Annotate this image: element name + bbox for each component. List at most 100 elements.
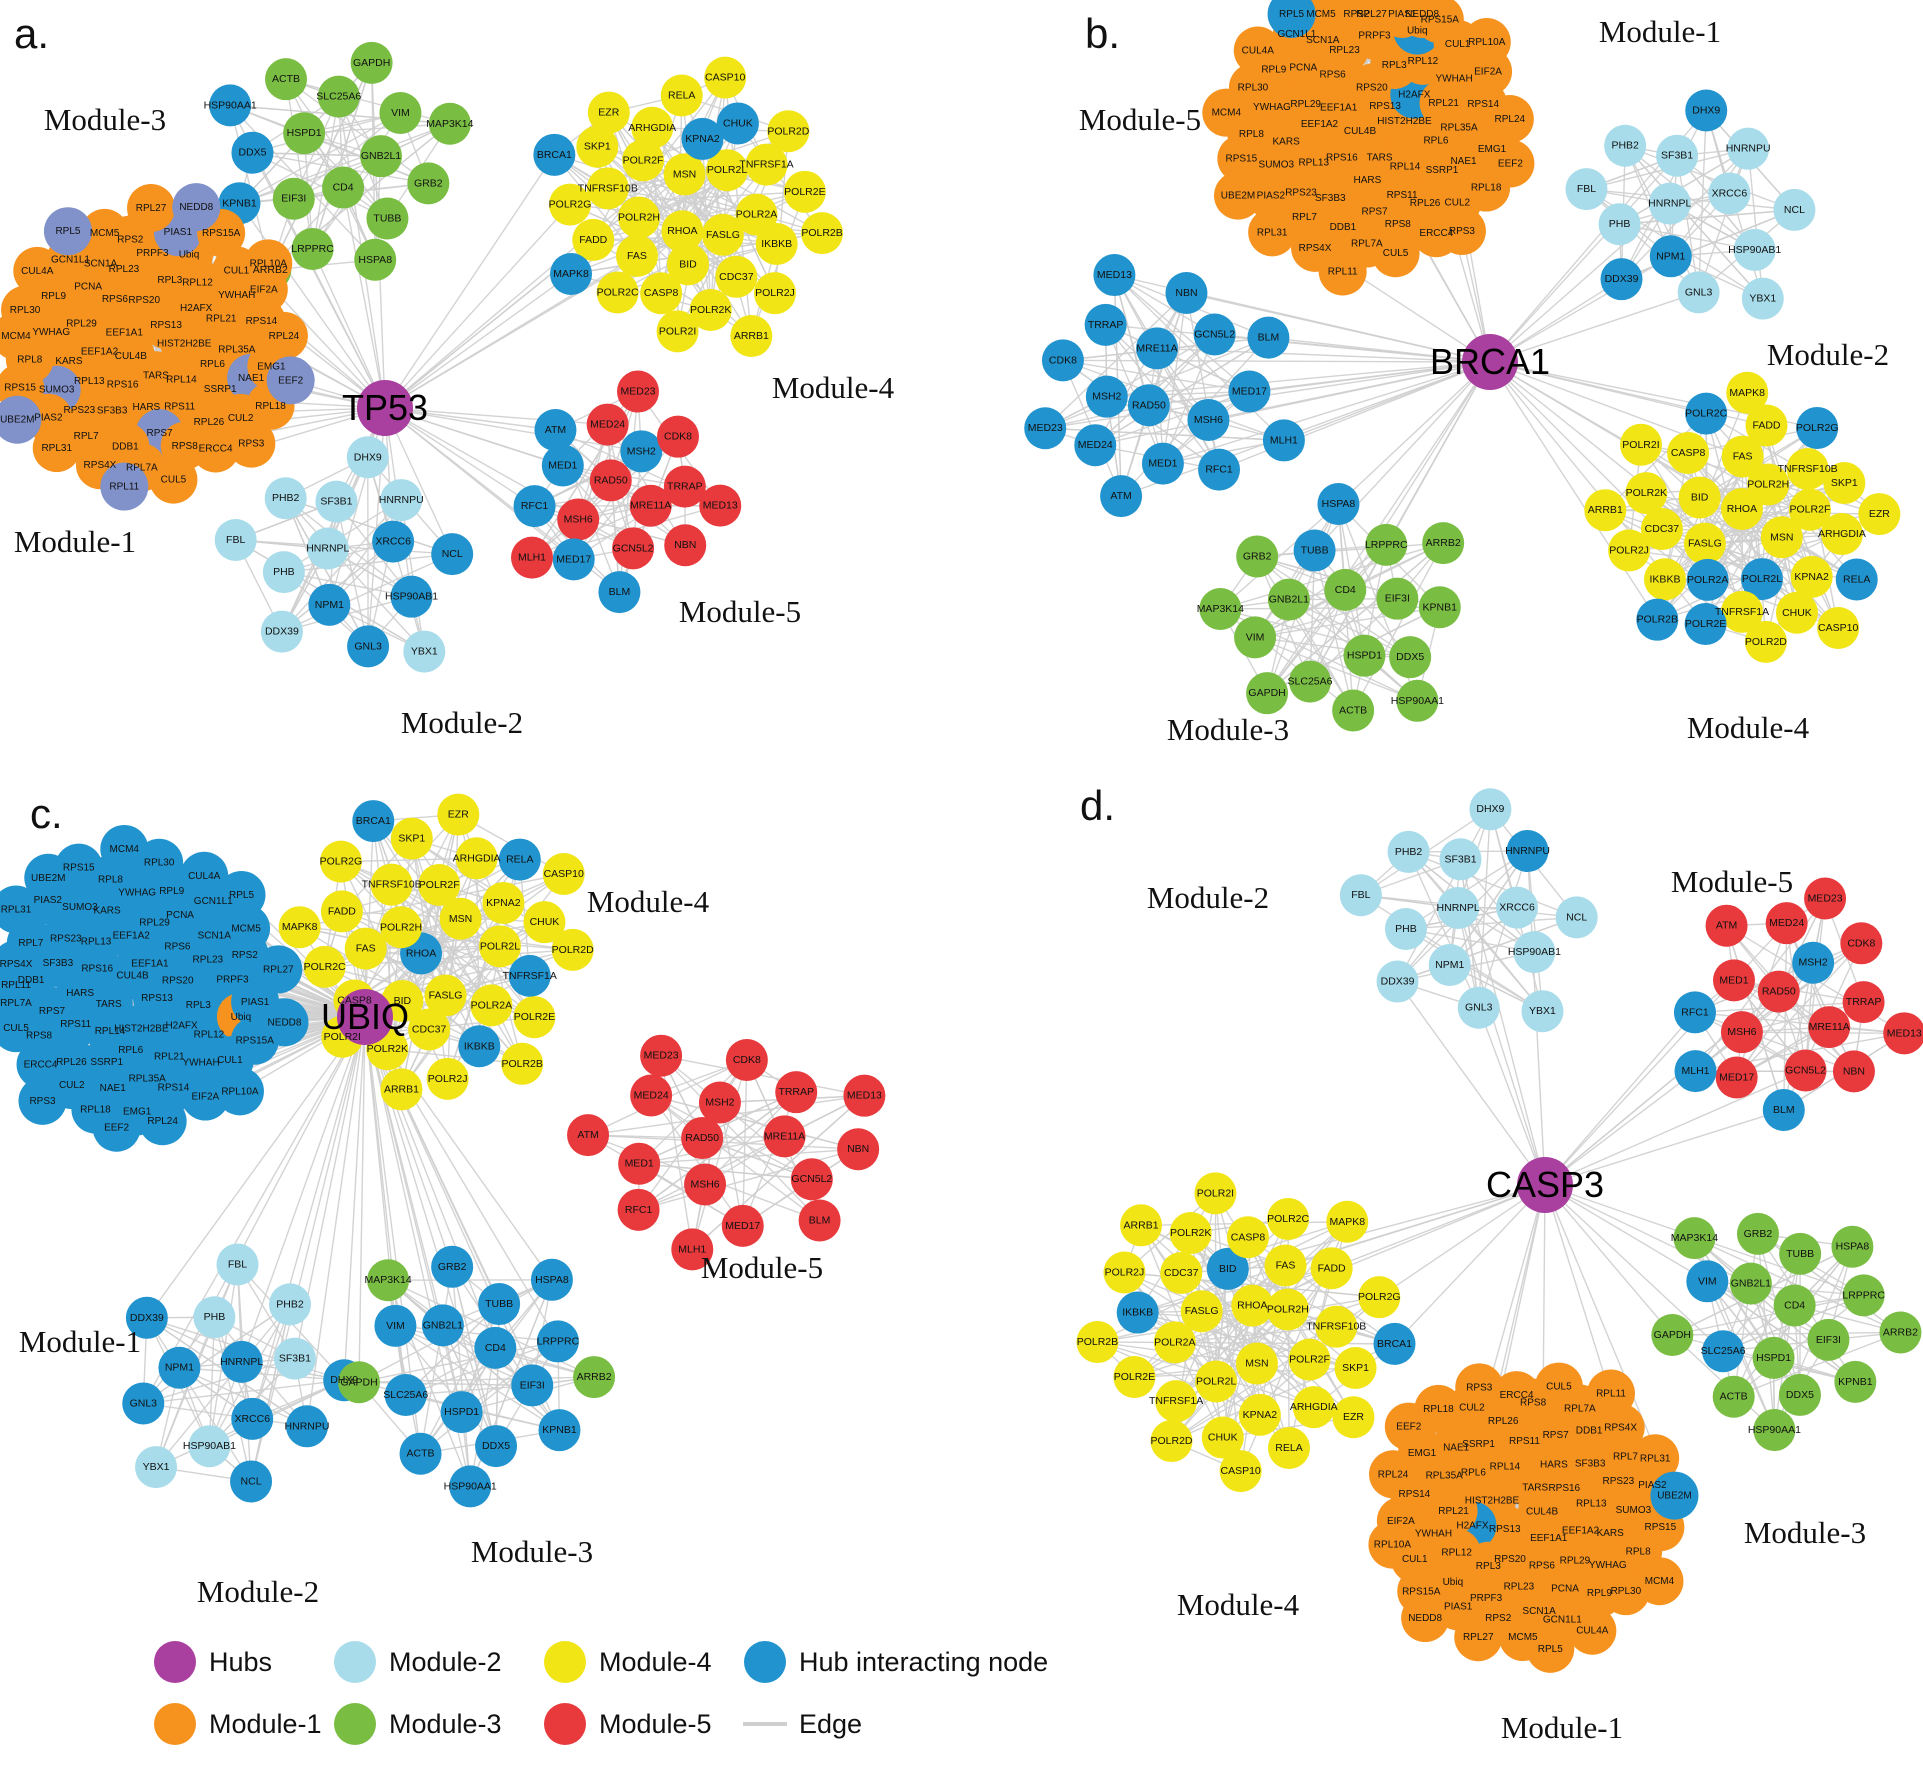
node-label-RPL9: RPL9 bbox=[1261, 65, 1286, 76]
node-label-RPL14: RPL14 bbox=[1490, 1462, 1521, 1473]
node-label-SCN1A: SCN1A bbox=[84, 258, 118, 269]
node-label-IKBKB: IKBKB bbox=[1122, 1307, 1153, 1319]
node-label-MAPK8: MAPK8 bbox=[1729, 387, 1765, 399]
node-label-FADD: FADD bbox=[1752, 419, 1780, 431]
node-SKP1 bbox=[1823, 462, 1866, 505]
node-HSP90AA1 bbox=[449, 1465, 492, 1508]
node-label-KPNA2: KPNA2 bbox=[1794, 571, 1829, 583]
node-MED24 bbox=[1074, 424, 1117, 467]
node-GRB2 bbox=[407, 162, 450, 205]
node-label-EMG1: EMG1 bbox=[1408, 1448, 1437, 1459]
node-label-TUBB: TUBB bbox=[1301, 545, 1329, 557]
legend-label-Hubs: Hubs bbox=[209, 1647, 272, 1677]
node-label-DDX5: DDX5 bbox=[238, 147, 266, 159]
node-label-RAD50: RAD50 bbox=[594, 474, 628, 486]
node-label-NAE1: NAE1 bbox=[1450, 156, 1477, 167]
node-label-CD4: CD4 bbox=[1784, 1299, 1805, 1311]
node-label-DDX39: DDX39 bbox=[130, 1312, 164, 1324]
node-ACTB bbox=[1332, 689, 1375, 732]
node-label-NBN: NBN bbox=[1843, 1065, 1865, 1077]
node-label-RPS20: RPS20 bbox=[128, 295, 160, 306]
node-label-FBL: FBL bbox=[1351, 889, 1370, 901]
hub-edge bbox=[1095, 361, 1491, 446]
node-HNRNPU bbox=[380, 479, 423, 522]
node-label-CUL1: CUL1 bbox=[224, 265, 250, 276]
node-label-RPS23: RPS23 bbox=[50, 933, 82, 944]
node-POLR2D bbox=[551, 928, 594, 971]
node-label-CUL1: CUL1 bbox=[1445, 39, 1471, 50]
node-label-SSRP1: SSRP1 bbox=[90, 1057, 123, 1068]
node-POLR2B bbox=[501, 1042, 544, 1085]
node-RFC1 bbox=[513, 485, 556, 528]
edge bbox=[638, 1059, 748, 1165]
node-label-DDX39: DDX39 bbox=[1605, 273, 1639, 285]
node-label-HSP90AB1: HSP90AB1 bbox=[1508, 946, 1561, 958]
node-label-GAPDH: GAPDH bbox=[1248, 687, 1285, 699]
node-label-POLR2L: POLR2L bbox=[707, 164, 747, 176]
node-label-SF3B1: SF3B1 bbox=[279, 1353, 311, 1365]
node-label-CUL5: CUL5 bbox=[161, 475, 187, 486]
node-label-BID: BID bbox=[679, 258, 697, 270]
node-label-RPL30: RPL30 bbox=[144, 858, 175, 869]
node-label-RPS11: RPS11 bbox=[1509, 1436, 1540, 1447]
node-MED23 bbox=[640, 1034, 683, 1077]
node-label-CHUK: CHUK bbox=[1782, 607, 1812, 619]
node-POLR2A bbox=[735, 193, 778, 236]
edge bbox=[691, 1095, 865, 1250]
node-label-FBL: FBL bbox=[228, 1258, 247, 1270]
legend-label-Hub interacting node: Hub interacting node bbox=[799, 1647, 1048, 1677]
hub-edge bbox=[1544, 1011, 1696, 1186]
node-RPL5 bbox=[1267, 0, 1316, 38]
edge bbox=[304, 123, 450, 134]
node-label-RPL14: RPL14 bbox=[1390, 162, 1421, 173]
node-GNB2L1 bbox=[421, 1304, 464, 1347]
edge bbox=[1314, 550, 1411, 658]
node-label-POLR2B: POLR2B bbox=[1637, 614, 1678, 626]
node-label-YWHAG: YWHAG bbox=[1589, 1560, 1627, 1571]
node-label-MED1: MED1 bbox=[548, 460, 577, 472]
node-CD4 bbox=[1324, 568, 1367, 611]
node-label-HSP90AA1: HSP90AA1 bbox=[1391, 695, 1444, 707]
node-label-POLR2L: POLR2L bbox=[1196, 1375, 1236, 1387]
node-label-CDC37: CDC37 bbox=[719, 271, 754, 283]
node-label-PCNA: PCNA bbox=[1289, 63, 1317, 74]
node-label-FASLG: FASLG bbox=[1688, 538, 1722, 550]
legend-swatch-Hubs bbox=[154, 1641, 196, 1683]
node-label-SF3B3: SF3B3 bbox=[1315, 193, 1346, 204]
node-label-POLR2H: POLR2H bbox=[380, 921, 422, 933]
node-NEDD8 bbox=[1398, 0, 1447, 38]
node-label-RPL30: RPL30 bbox=[1611, 1586, 1642, 1597]
node-label-ARRB1: ARRB1 bbox=[1124, 1219, 1159, 1231]
edge bbox=[311, 62, 373, 250]
node-GNL3 bbox=[122, 1382, 165, 1425]
node-BID bbox=[666, 243, 709, 286]
node-label-RPL30: RPL30 bbox=[1238, 82, 1269, 93]
node-label-SSRP1: SSRP1 bbox=[1426, 165, 1459, 176]
node-label-FADD: FADD bbox=[579, 234, 607, 246]
node-label-POLR2D: POLR2D bbox=[552, 944, 594, 956]
node-MCM4 bbox=[0, 312, 40, 361]
node-POLR2B bbox=[1636, 598, 1679, 641]
node-label-CUL5: CUL5 bbox=[1383, 248, 1409, 259]
node-label-RPL13: RPL13 bbox=[1576, 1498, 1607, 1509]
node-label-RPL12: RPL12 bbox=[194, 1029, 225, 1040]
node-label-FADD: FADD bbox=[328, 905, 356, 917]
node-label-CUL4B: CUL4B bbox=[116, 970, 149, 981]
caption-Module-2: Module-2 bbox=[1767, 337, 1889, 372]
node-label-SUMO3: SUMO3 bbox=[39, 385, 75, 396]
node-MAP3K14 bbox=[428, 102, 471, 145]
node-label-RELA: RELA bbox=[1275, 1442, 1302, 1454]
caption-Module-1: Module-1 bbox=[14, 524, 136, 559]
node-POLR2E bbox=[1684, 602, 1727, 645]
hub-edge bbox=[384, 138, 703, 409]
node-RPL31 bbox=[32, 424, 81, 473]
node-RPL27 bbox=[1347, 0, 1396, 38]
node-label-NEDD8: NEDD8 bbox=[268, 1017, 302, 1028]
node-label-MAPK8: MAPK8 bbox=[282, 921, 318, 933]
node-CHUK bbox=[523, 901, 566, 944]
edge bbox=[252, 112, 401, 154]
panel-b: RAD50 MRE11A MSH6 MSH2 GCN5L2 MED1 TRRAP MED17 M… bbox=[1024, 0, 1901, 747]
edge bbox=[285, 78, 451, 125]
node-HSP90AB1 bbox=[390, 575, 433, 618]
node-label-EIF2A: EIF2A bbox=[1474, 67, 1502, 78]
